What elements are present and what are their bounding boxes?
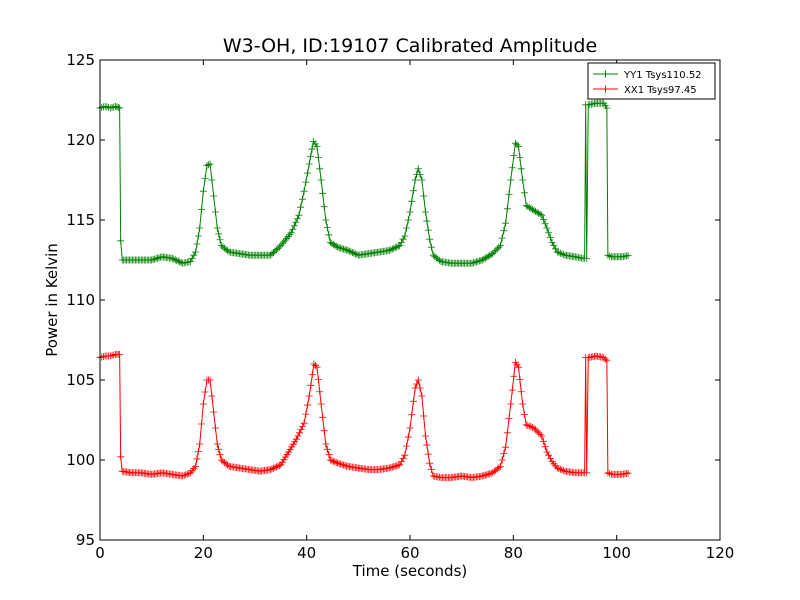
y-tick-label: 125 bbox=[66, 51, 95, 69]
y-tick-label: 115 bbox=[66, 211, 95, 229]
legend-label: YY1 Tsys110.52 bbox=[623, 70, 702, 81]
series-1 bbox=[96, 350, 632, 482]
x-axis-label: Time (seconds) bbox=[352, 562, 468, 580]
ticks-layer: 0 20 40 60 80 100 120 95 100 105 110 115 120 125 bbox=[66, 51, 734, 562]
legend-label: XX1 Tsys97.45 bbox=[624, 85, 697, 96]
legend-marker bbox=[602, 85, 609, 93]
y-tick-label: 100 bbox=[66, 451, 95, 469]
x-tick-label: 120 bbox=[706, 544, 735, 562]
x-tick-label: 80 bbox=[504, 544, 523, 562]
series-layer bbox=[96, 99, 632, 482]
legend: YY1 Tsys110.52 XX1 Tsys97.45 bbox=[587, 62, 716, 100]
series-0 bbox=[96, 99, 632, 267]
x-tick-label: 100 bbox=[602, 544, 631, 562]
series-markers bbox=[96, 350, 632, 482]
y-axis-label: Power in Kelvin bbox=[43, 243, 61, 357]
chart-title: W3-OH, ID:19107 Calibrated Amplitude bbox=[223, 35, 597, 57]
y-tick-label: 120 bbox=[66, 131, 95, 149]
x-tick-label: 60 bbox=[400, 544, 419, 562]
legend-marker bbox=[602, 70, 609, 78]
x-tick-label: 0 bbox=[95, 544, 105, 562]
legend-box bbox=[587, 62, 716, 100]
x-tick-label: 20 bbox=[194, 544, 213, 562]
x-tick-label: 40 bbox=[297, 544, 316, 562]
series-markers bbox=[96, 99, 632, 267]
y-tick-label: 110 bbox=[66, 291, 95, 309]
y-tick-label: 95 bbox=[76, 531, 95, 549]
y-tick-label: 105 bbox=[66, 371, 95, 389]
plot-frame bbox=[99, 59, 721, 541]
